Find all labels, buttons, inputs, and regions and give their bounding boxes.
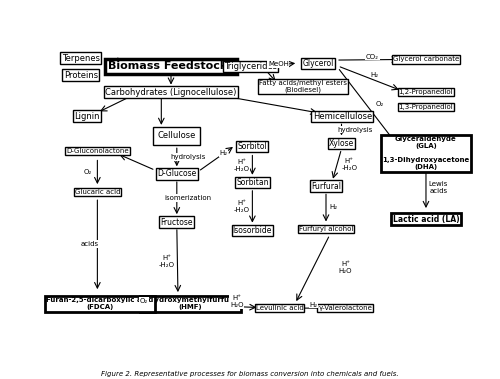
Text: isomerization: isomerization <box>164 195 211 201</box>
Text: MeOH: MeOH <box>268 61 289 67</box>
Text: H₂: H₂ <box>370 72 378 78</box>
Text: Fructose: Fructose <box>160 218 193 227</box>
Text: H₂: H₂ <box>330 204 338 210</box>
Text: 5-Hydroxymethylfurfural
(HMF): 5-Hydroxymethylfurfural (HMF) <box>141 297 240 310</box>
Text: 1,3-Propanediol: 1,3-Propanediol <box>398 104 454 110</box>
Text: D-Glucose: D-Glucose <box>157 169 196 179</box>
Text: Lignin: Lignin <box>74 111 100 121</box>
Text: O₂: O₂ <box>376 101 384 107</box>
Text: Furfuryl alcohol: Furfuryl alcohol <box>299 226 353 232</box>
Text: H₂: H₂ <box>310 302 318 308</box>
Text: Glycerol carbonate: Glycerol carbonate <box>393 56 459 63</box>
Text: Proteins: Proteins <box>64 71 98 80</box>
Text: Glycerol: Glycerol <box>302 59 334 68</box>
Text: Hemicellulose: Hemicellulose <box>312 112 372 121</box>
Text: H⁺
H₂O: H⁺ H₂O <box>338 261 352 274</box>
Text: Lactic acid (LA): Lactic acid (LA) <box>392 215 460 224</box>
Text: acids: acids <box>80 241 98 247</box>
Text: H⁺
H₂O: H⁺ H₂O <box>230 295 243 308</box>
Text: Furan-2,5-dicarboxylic acid
(FDCA): Furan-2,5-dicarboxylic acid (FDCA) <box>46 297 154 310</box>
Text: Triglycerides: Triglycerides <box>224 62 277 71</box>
Text: Biomass Feedstocks: Biomass Feedstocks <box>108 61 234 72</box>
Text: γ-Valerolactone: γ-Valerolactone <box>318 305 372 311</box>
Text: Cellulose: Cellulose <box>158 132 196 141</box>
Text: Carbohydrates (Lignocellulose): Carbohydrates (Lignocellulose) <box>106 88 236 97</box>
Text: H₂: H₂ <box>219 150 228 157</box>
Text: O₂: O₂ <box>140 298 148 304</box>
Text: Figure 2. Representative processes for biomass conversion into chemicals and fue: Figure 2. Representative processes for b… <box>101 371 399 377</box>
Text: Levulinic acid: Levulinic acid <box>256 305 304 311</box>
Text: 1,2-Propanediol: 1,2-Propanediol <box>398 89 454 95</box>
Text: H⁺
-H₂O: H⁺ -H₂O <box>341 158 357 171</box>
Text: Xylose: Xylose <box>329 139 354 148</box>
Text: Glyceraldehyde
(GLA)

1,3-Dihydroxyacetone
(DHA): Glyceraldehyde (GLA) 1,3-Dihydroxyaceton… <box>382 136 470 171</box>
Text: H⁺
-H₂O: H⁺ -H₂O <box>234 200 250 213</box>
Text: Glucaric acid: Glucaric acid <box>74 189 120 195</box>
Text: H⁺
-H₂O: H⁺ -H₂O <box>234 159 250 172</box>
Text: Sorbitol: Sorbitol <box>238 142 267 151</box>
Text: Sorbitan: Sorbitan <box>236 178 268 187</box>
Text: hydrolysis: hydrolysis <box>170 154 205 160</box>
Text: Lewis
acids: Lewis acids <box>428 182 448 194</box>
Text: hydrolysis: hydrolysis <box>338 127 373 133</box>
Text: Furfural: Furfural <box>311 182 341 191</box>
Text: CO₂: CO₂ <box>366 53 379 60</box>
Text: H⁺
-H₂O: H⁺ -H₂O <box>159 255 175 268</box>
Text: D-Gluconolactone: D-Gluconolactone <box>66 148 128 154</box>
Text: Terpenes: Terpenes <box>62 53 100 63</box>
Text: Fatty acids/methyl esters
(Biodiesel): Fatty acids/methyl esters (Biodiesel) <box>259 80 347 93</box>
Text: O₂: O₂ <box>84 169 92 175</box>
Text: Isosorbide: Isosorbide <box>232 226 272 235</box>
